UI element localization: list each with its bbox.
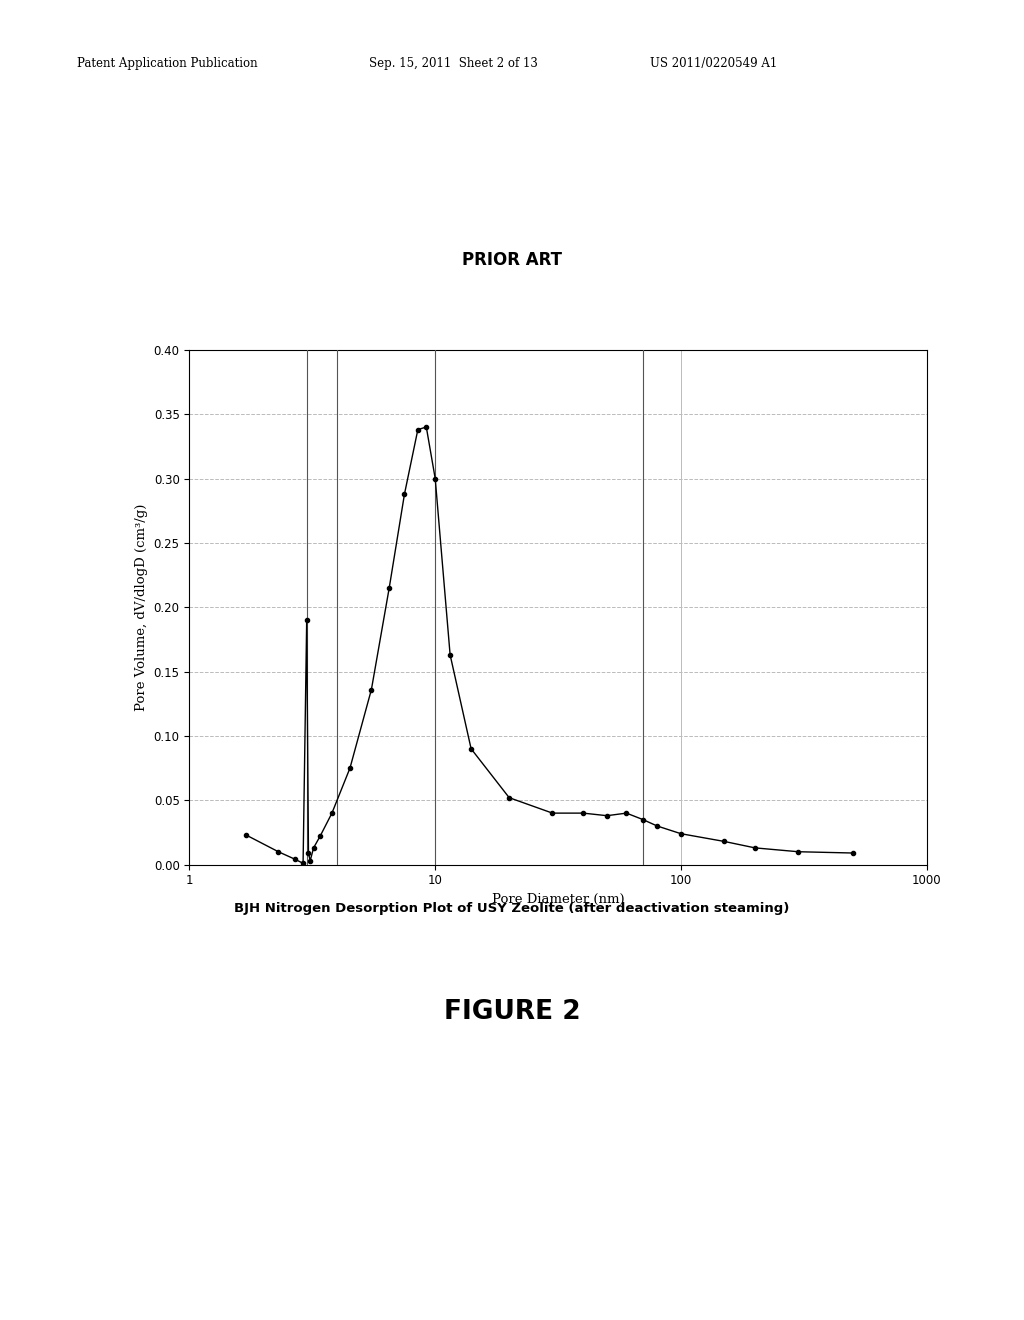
X-axis label: Pore Diameter (nm): Pore Diameter (nm)	[492, 892, 625, 906]
Text: BJH Nitrogen Desorption Plot of USY Zeolite (after deactivation steaming): BJH Nitrogen Desorption Plot of USY Zeol…	[234, 902, 790, 915]
Y-axis label: Pore Volume, dV/dlogD (cm³/g): Pore Volume, dV/dlogD (cm³/g)	[135, 503, 148, 711]
Text: US 2011/0220549 A1: US 2011/0220549 A1	[650, 57, 777, 70]
Text: PRIOR ART: PRIOR ART	[462, 251, 562, 269]
Text: Patent Application Publication: Patent Application Publication	[77, 57, 257, 70]
Text: Sep. 15, 2011  Sheet 2 of 13: Sep. 15, 2011 Sheet 2 of 13	[369, 57, 538, 70]
Text: FIGURE 2: FIGURE 2	[443, 999, 581, 1026]
